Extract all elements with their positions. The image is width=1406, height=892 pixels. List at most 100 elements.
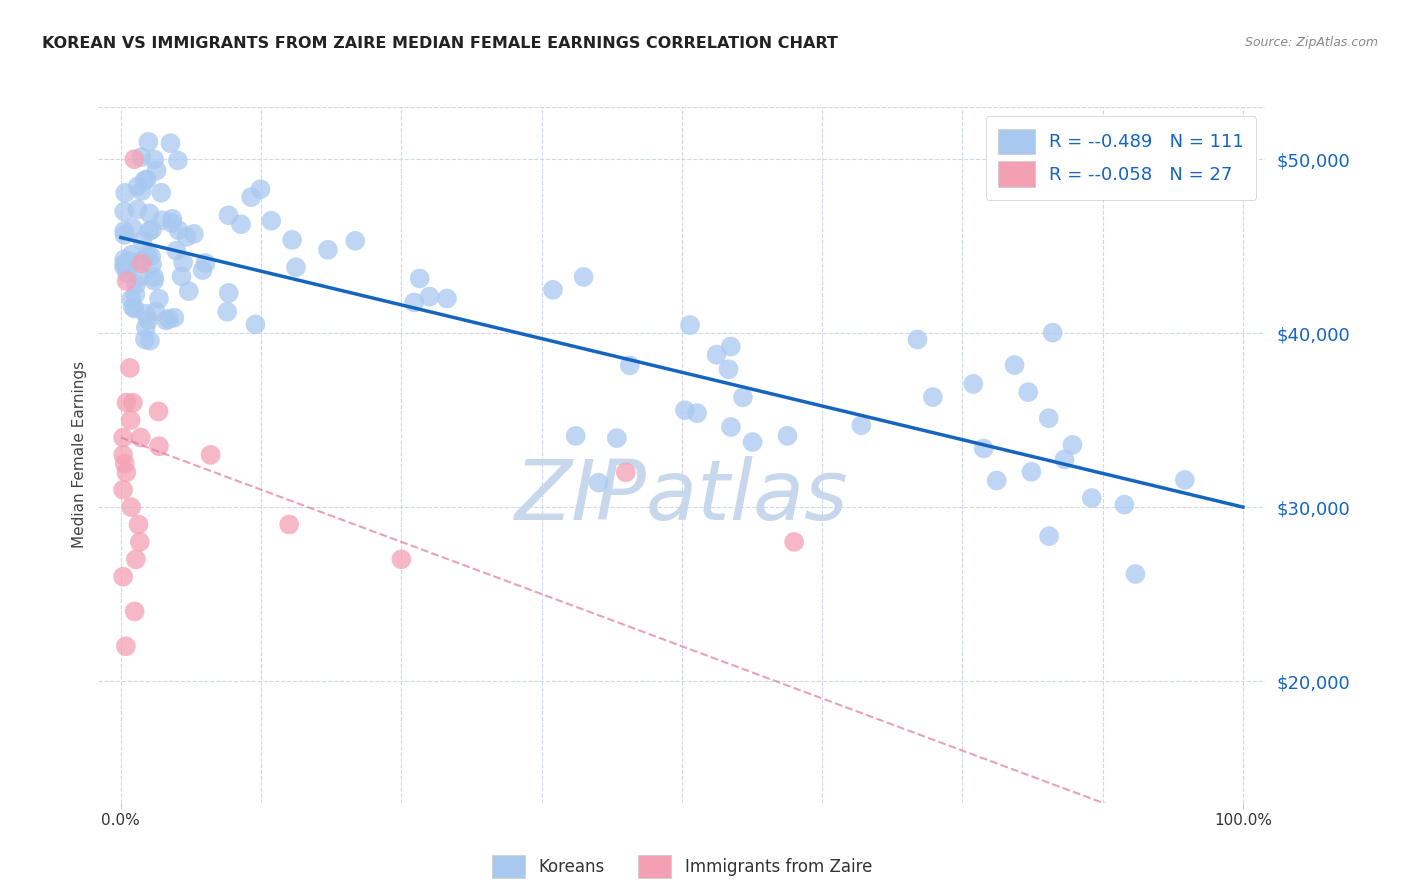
Point bbox=[973, 442, 995, 456]
Point bbox=[155, 313, 177, 327]
Point bbox=[316, 243, 339, 257]
Point bbox=[134, 173, 156, 187]
Point bbox=[1042, 326, 1064, 340]
Point bbox=[124, 287, 146, 301]
Point bbox=[112, 224, 135, 238]
Point bbox=[172, 255, 194, 269]
Point bbox=[143, 274, 166, 288]
Point bbox=[907, 333, 929, 347]
Point bbox=[1004, 358, 1026, 372]
Point bbox=[138, 206, 160, 220]
Point bbox=[260, 213, 283, 227]
Point bbox=[1081, 491, 1104, 505]
Text: ZIPatlas: ZIPatlas bbox=[515, 456, 849, 537]
Point bbox=[285, 260, 308, 275]
Point bbox=[115, 466, 138, 480]
Point bbox=[148, 292, 170, 306]
Point bbox=[112, 252, 135, 267]
Point bbox=[115, 396, 138, 410]
Point bbox=[128, 534, 150, 549]
Point bbox=[572, 269, 595, 284]
Point bbox=[120, 292, 142, 306]
Point bbox=[564, 429, 586, 443]
Point bbox=[121, 221, 143, 235]
Point bbox=[159, 136, 181, 151]
Point bbox=[170, 269, 193, 284]
Point bbox=[619, 359, 641, 373]
Point bbox=[245, 318, 267, 332]
Point bbox=[141, 222, 163, 236]
Point bbox=[141, 250, 163, 264]
Point bbox=[1038, 529, 1060, 543]
Point bbox=[1038, 411, 1060, 425]
Point bbox=[679, 318, 702, 332]
Point bbox=[229, 217, 252, 231]
Point bbox=[148, 404, 170, 418]
Point bbox=[717, 362, 740, 376]
Point bbox=[127, 179, 149, 194]
Point bbox=[138, 224, 160, 238]
Point bbox=[1125, 567, 1147, 582]
Point bbox=[588, 475, 610, 490]
Point bbox=[143, 153, 166, 167]
Point bbox=[741, 435, 763, 450]
Point bbox=[686, 406, 709, 420]
Point bbox=[986, 474, 1008, 488]
Text: Source: ZipAtlas.com: Source: ZipAtlas.com bbox=[1244, 36, 1378, 49]
Point bbox=[131, 150, 153, 164]
Point bbox=[194, 256, 217, 270]
Point bbox=[606, 431, 628, 445]
Point bbox=[404, 295, 426, 310]
Point bbox=[731, 390, 754, 404]
Point bbox=[177, 284, 200, 298]
Point bbox=[218, 208, 240, 222]
Point bbox=[143, 270, 166, 285]
Point bbox=[117, 266, 139, 280]
Point bbox=[191, 263, 214, 277]
Point bbox=[124, 152, 146, 166]
Point bbox=[115, 639, 138, 653]
Point bbox=[112, 431, 135, 445]
Point bbox=[134, 307, 156, 321]
Point bbox=[112, 448, 135, 462]
Point bbox=[344, 234, 367, 248]
Point bbox=[176, 229, 198, 244]
Point bbox=[124, 301, 146, 316]
Point bbox=[150, 213, 173, 227]
Point bbox=[131, 184, 153, 198]
Point bbox=[135, 172, 157, 186]
Point bbox=[157, 311, 180, 326]
Point bbox=[183, 227, 205, 241]
Point bbox=[114, 457, 136, 471]
Point bbox=[134, 332, 156, 346]
Point bbox=[139, 334, 162, 348]
Point bbox=[121, 248, 143, 262]
Point bbox=[138, 135, 160, 149]
Point bbox=[122, 301, 145, 315]
Point bbox=[124, 605, 146, 619]
Point bbox=[162, 211, 184, 226]
Point bbox=[436, 292, 458, 306]
Point bbox=[1021, 465, 1043, 479]
Point bbox=[614, 466, 637, 480]
Point bbox=[112, 204, 135, 219]
Point bbox=[112, 227, 135, 242]
Point bbox=[131, 253, 153, 268]
Point bbox=[851, 418, 873, 433]
Point bbox=[125, 277, 148, 292]
Point bbox=[278, 517, 301, 532]
Legend: Koreans, Immigrants from Zaire: Koreans, Immigrants from Zaire bbox=[485, 848, 879, 885]
Point bbox=[118, 361, 141, 376]
Point bbox=[720, 339, 742, 353]
Point bbox=[129, 269, 152, 284]
Y-axis label: Median Female Earnings: Median Female Earnings bbox=[72, 361, 87, 549]
Point bbox=[131, 257, 153, 271]
Point bbox=[217, 304, 239, 318]
Point bbox=[776, 429, 799, 443]
Point bbox=[145, 304, 167, 318]
Point bbox=[706, 348, 728, 362]
Point bbox=[112, 483, 135, 497]
Point bbox=[114, 186, 136, 200]
Point bbox=[783, 534, 806, 549]
Point bbox=[167, 223, 190, 237]
